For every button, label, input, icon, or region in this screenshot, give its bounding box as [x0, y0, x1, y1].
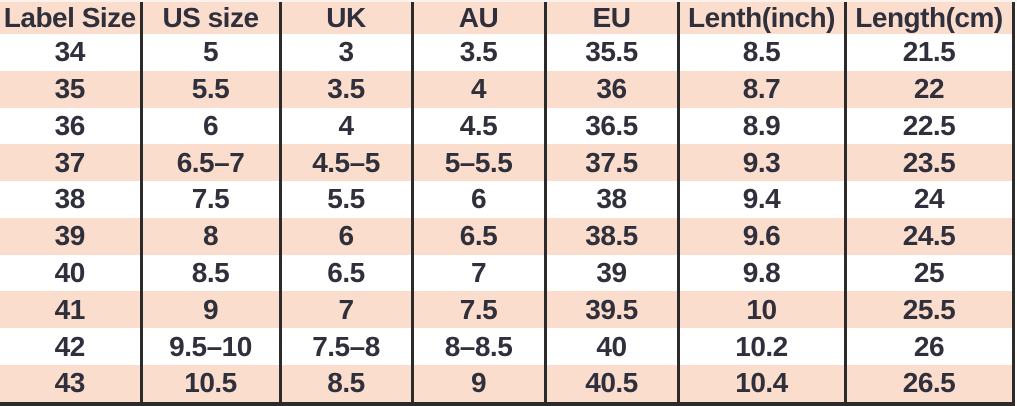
- table-cell: 4.5: [410, 107, 545, 145]
- table-cell: 10.4: [676, 364, 845, 404]
- table-cell: 7: [410, 254, 545, 292]
- table-cell: 26.5: [843, 364, 1015, 404]
- table-cell: 5: [139, 34, 280, 71]
- table-cell: 8.9: [676, 107, 845, 145]
- table-cell: 9.8: [676, 254, 845, 292]
- table-cell: 8.5: [676, 34, 845, 71]
- table-cell: 5.5: [278, 181, 412, 218]
- table-cell: 40: [54, 256, 86, 288]
- column-header: Lenth(inch): [676, 2, 845, 34]
- table-cell: 6: [278, 217, 412, 255]
- table-body: 34 5 3 3.5 35.5 8.5 21.5 35 5.5 3.5 4 36 8.7 22 36 6 4 4.…: [0, 34, 1015, 404]
- column-header: AU: [410, 2, 545, 34]
- table-cell: 9.3: [676, 144, 845, 182]
- table-row: 37 6.5–7 4.5–5 5–5.5 37.5 9.3 23.5: [0, 144, 1015, 182]
- table-cell: 6.5–7: [139, 144, 280, 182]
- table-cell: 35.5: [543, 34, 678, 71]
- table-cell: 25.5: [843, 291, 1015, 329]
- table-row: 39 8 6 6.5 38.5 9.6 24.5: [0, 217, 1015, 255]
- table-cell: 40: [543, 328, 678, 365]
- table-cell: 6: [139, 107, 280, 145]
- header-row: Label Size US size UK AU EU Lenth(inch) Length…: [0, 2, 1015, 34]
- table-cell: 3: [278, 34, 412, 71]
- table-cell: 39: [543, 254, 678, 292]
- table-cell: 6.5: [278, 254, 412, 292]
- table-cell: 41: [54, 293, 86, 325]
- table-cell: 6.5: [410, 217, 545, 255]
- table-cell: 25: [843, 254, 1015, 292]
- table-cell: 38: [543, 181, 678, 218]
- table-cell: 9: [410, 364, 545, 404]
- table-row: 42 9.5–10 7.5–8 8–8.5 40 10.2 26: [0, 328, 1015, 365]
- column-header: EU: [543, 2, 678, 34]
- column-header: Label Size: [3, 2, 136, 33]
- table-cell: 40.5: [543, 364, 678, 404]
- table-cell: 9.5–10: [139, 328, 280, 365]
- table-cell: 23.5: [843, 144, 1015, 182]
- table-row: 34 5 3 3.5 35.5 8.5 21.5: [0, 34, 1015, 71]
- column-header: Length(cm): [843, 2, 1015, 34]
- table-cell: 36: [54, 109, 86, 141]
- table-cell: 9.4: [676, 181, 845, 218]
- table-cell: 7: [278, 291, 412, 329]
- table-cell: 10: [676, 291, 845, 329]
- table-cell: 4: [278, 107, 412, 145]
- table-cell: 5.5: [139, 70, 280, 108]
- table-cell: 4: [410, 70, 545, 108]
- table-cell: 8–8.5: [410, 328, 545, 365]
- table-cell: 36: [543, 70, 678, 108]
- table-cell: 7.5: [410, 291, 545, 329]
- table-cell: 5–5.5: [410, 144, 545, 182]
- table-cell: 36.5: [543, 107, 678, 145]
- table-row: 36 6 4 4.5 36.5 8.9 22.5: [0, 107, 1015, 145]
- table-row: 43 10.5 8.5 9 40.5 10.4 26.5: [0, 364, 1015, 404]
- table-cell: 8.5: [278, 364, 412, 404]
- table-cell: 22.5: [843, 107, 1015, 145]
- table-cell: 10.5: [139, 364, 280, 404]
- table-cell: 9: [139, 291, 280, 329]
- table-cell: 38.5: [543, 217, 678, 255]
- table-row: 40 8.5 6.5 7 39 9.8 25: [0, 254, 1015, 292]
- table-cell: 6: [410, 181, 545, 218]
- table-cell: 26: [843, 328, 1015, 365]
- table-cell: 24: [843, 181, 1015, 218]
- table-row: 38 7.5 5.5 6 38 9.4 24: [0, 181, 1015, 218]
- column-header: US size: [139, 2, 280, 34]
- table-cell: 24.5: [843, 217, 1015, 255]
- column-header: UK: [278, 2, 412, 34]
- table-row: 41 9 7 7.5 39.5 10 25.5: [0, 291, 1015, 329]
- table-cell: 8.7: [676, 70, 845, 108]
- table-cell: 38: [54, 183, 86, 215]
- table-cell: 3.5: [278, 70, 412, 108]
- table-cell: 3.5: [410, 34, 545, 71]
- table-cell: 35: [54, 73, 86, 105]
- table-row: 35 5.5 3.5 4 36 8.7 22: [0, 70, 1015, 108]
- table-cell: 9.6: [676, 217, 845, 255]
- table-cell: 4.5–5: [278, 144, 412, 182]
- table-cell: 22: [843, 70, 1015, 108]
- table-cell: 7.5: [139, 181, 280, 218]
- table-cell: 21.5: [843, 34, 1015, 71]
- table-cell: 39.5: [543, 291, 678, 329]
- table-cell: 8: [139, 217, 280, 255]
- table-cell: 34: [54, 36, 86, 68]
- table-cell: 37.5: [543, 144, 678, 182]
- table-cell: 7.5–8: [278, 328, 412, 365]
- table-cell: 42: [54, 330, 86, 362]
- table-cell: 10.2: [676, 328, 845, 365]
- table-cell: 37: [54, 146, 86, 178]
- table-cell: 39: [54, 220, 86, 252]
- table-cell: 8.5: [139, 254, 280, 292]
- table-cell: 43: [54, 367, 86, 399]
